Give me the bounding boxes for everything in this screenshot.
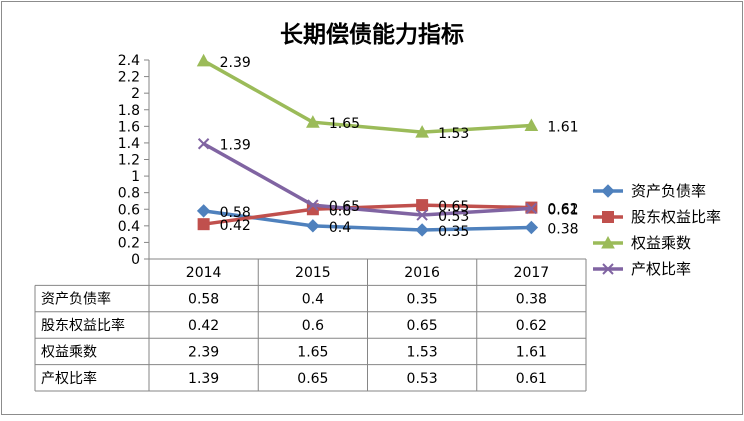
data-label: 0.61 [547,202,578,218]
table-cell: 1.53 [407,344,438,360]
legend-marker [602,211,614,223]
data-point-marker [416,209,428,221]
y-tick-label: 1.2 [118,153,140,169]
series-line-3 [202,59,532,134]
table-cell: 0.65 [297,371,328,387]
table-cell: 1.65 [297,344,328,360]
y-tick-label: 2.4 [118,53,140,69]
table-cell: 0.58 [188,292,219,308]
data-label: 1.61 [547,120,578,136]
data-label: 0.65 [329,199,360,215]
table-cell: 0.61 [516,371,547,387]
data-label: 0.35 [438,224,469,240]
y-tick-label: 0.6 [118,202,140,218]
table-cell: 0.53 [407,371,438,387]
table-cell: 0.38 [516,292,547,308]
data-point-marker [306,115,320,128]
chart-title: 长期偿债能力指标 [280,21,464,48]
table-cell: 0.6 [302,318,324,334]
y-tick-label: 1.6 [118,119,140,135]
data-point-marker [416,199,429,212]
legend-label: 权益乘数 [631,234,691,252]
y-tick-label: 0.2 [118,235,140,251]
data-point-marker [197,138,210,150]
data-label: 0.53 [438,209,469,225]
table-cell: 0.42 [188,318,219,334]
x-category-label: 2015 [295,265,331,281]
y-tick-label: 2 [131,86,140,102]
table-cell: 0.62 [516,318,547,334]
table-row-header: 权益乘数 [41,344,97,360]
data-point-marker [197,218,210,231]
data-label: 0.42 [220,218,251,234]
series-line-4 [202,142,532,217]
data-point-marker [196,204,211,218]
y-tick-label: 0.8 [118,186,140,202]
data-point-marker [524,118,539,132]
data-point-marker [524,220,539,235]
legend-marker [601,235,615,249]
table-row-header: 股东权益比率 [41,317,125,334]
y-tick-label: 0 [131,252,140,268]
data-label: 0.62 [547,202,578,218]
series-line-2 [203,203,532,226]
y-tick-label: 2.2 [118,70,140,86]
legend-label: 产权比率 [631,260,691,278]
y-tick-label: 1 [131,169,140,185]
data-label: 1.39 [220,138,251,154]
y-tick-label: 1.8 [118,103,140,119]
x-category-label: 2014 [186,265,222,281]
data-label: 2.39 [220,55,251,71]
data-point-marker [306,219,320,233]
data-point-marker [307,199,319,211]
table-cell: 1.61 [516,344,547,360]
table-cell: 0.35 [407,292,438,308]
legend-label: 股东权益比率 [631,208,721,226]
legend-marker [601,184,615,198]
x-category-label: 2016 [404,265,440,281]
table-cell: 0.65 [407,318,438,334]
data-label: 0.38 [547,221,578,237]
data-label: 1.53 [438,126,469,142]
data-label: 0.4 [329,220,351,236]
data-label: 1.65 [329,116,360,132]
data-point-marker [525,202,538,215]
table-row-header: 产权比率 [41,370,97,387]
legend-marker [602,263,614,275]
data-point-marker [415,125,429,138]
data-label: 0.58 [220,205,251,221]
table-row-header: 资产负债率 [41,291,111,308]
y-tick-label: 1.4 [118,136,140,152]
table-cell: 2.39 [188,344,219,360]
legend-label: 资产负债率 [631,182,706,200]
y-tick-label: 0.4 [118,219,140,235]
data-point-marker [415,223,429,237]
table-cell: 0.4 [302,292,324,308]
table-cell: 1.39 [188,371,219,387]
x-category-label: 2017 [514,265,550,281]
data-point-marker [196,53,211,67]
